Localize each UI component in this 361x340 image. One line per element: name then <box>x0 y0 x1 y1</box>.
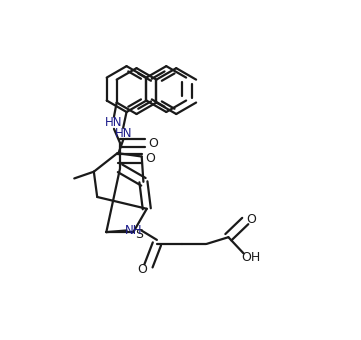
Text: O: O <box>148 137 158 150</box>
Text: O: O <box>138 263 147 276</box>
Text: HN: HN <box>105 116 123 129</box>
Text: NH: NH <box>125 224 143 237</box>
Text: OH: OH <box>242 251 261 264</box>
Text: O: O <box>145 152 155 165</box>
Text: HN: HN <box>114 128 132 140</box>
Text: S: S <box>135 228 143 241</box>
Text: O: O <box>246 213 256 226</box>
